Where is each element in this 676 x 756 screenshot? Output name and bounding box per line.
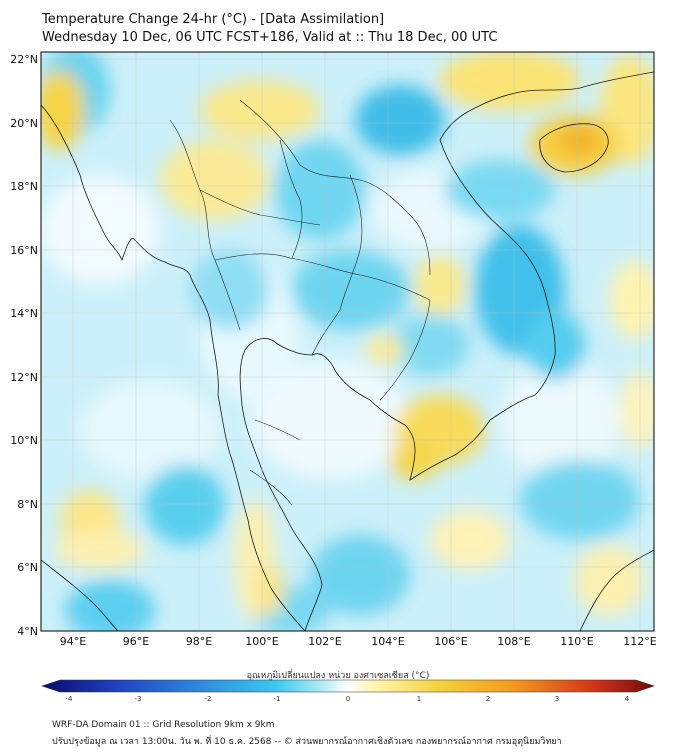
colorbar-ticks: -4 -3 -2 -1 0 1 2 3 4 bbox=[66, 695, 630, 703]
field-blobs bbox=[41, 52, 654, 631]
colorbar-tick: -4 bbox=[66, 695, 74, 703]
lon-label: 96°E bbox=[123, 635, 149, 648]
lat-label: 12°N bbox=[10, 371, 38, 384]
lat-label: 22°N bbox=[10, 53, 38, 66]
colorbar-tick: -1 bbox=[274, 695, 281, 703]
model-info: WRF-DA Domain 01 :: Grid Resolution 9km … bbox=[52, 720, 275, 730]
colorbar-tick: -2 bbox=[205, 695, 212, 703]
lat-label: 8°N bbox=[17, 498, 38, 511]
colorbar-tick: 4 bbox=[625, 695, 630, 703]
colorbar-tick: -3 bbox=[135, 695, 142, 703]
lon-label: 112°E bbox=[623, 635, 656, 648]
map-subtitle: Wednesday 10 Dec, 06 UTC FCST+186, Valid… bbox=[42, 30, 498, 45]
lat-label: 20°N bbox=[10, 117, 38, 130]
borders bbox=[169, 99, 431, 506]
lon-label: 100°E bbox=[245, 635, 278, 648]
temperature-field bbox=[41, 52, 654, 631]
lat-label: 6°N bbox=[17, 561, 38, 574]
lon-label: 108°E bbox=[497, 635, 530, 648]
latitude-labels: 22°N 20°N 18°N 16°N 14°N 12°N 10°N 8°N 6… bbox=[10, 53, 38, 638]
map-frame bbox=[40, 51, 655, 632]
lon-label: 104°E bbox=[371, 635, 404, 648]
lon-label: 94°E bbox=[60, 635, 86, 648]
lon-label: 106°E bbox=[434, 635, 467, 648]
lon-label: 98°E bbox=[186, 635, 212, 648]
longitude-labels: 94°E 96°E 98°E 100°E 102°E 104°E 106°E 1… bbox=[60, 635, 657, 648]
lon-label: 102°E bbox=[308, 635, 341, 648]
colorbar-tick: 2 bbox=[486, 695, 490, 703]
update-credit: ปรับปรุงข้อมูล ณ เวลา 13:00น. วัน พ. ที่… bbox=[52, 737, 562, 747]
lon-label: 110°E bbox=[560, 635, 593, 648]
colorbar-tick: 3 bbox=[555, 695, 559, 703]
lat-label: 18°N bbox=[10, 180, 38, 193]
lat-label: 16°N bbox=[10, 244, 38, 257]
colorbar-label: อุณหภูมิเปลี่ยนแปลง หน่วย องศาเซลเซียส (… bbox=[246, 671, 430, 681]
colorbar-tick: 1 bbox=[417, 695, 421, 703]
colorbar: -4 -3 -2 -1 0 1 2 3 4 bbox=[41, 679, 655, 703]
lat-label: 14°N bbox=[10, 307, 38, 320]
gridlines bbox=[41, 52, 654, 631]
map-title: Temperature Change 24-hr (°C) - [Data As… bbox=[42, 12, 385, 27]
coastlines bbox=[41, 71, 654, 631]
lat-label: 4°N bbox=[17, 625, 38, 638]
lat-label: 10°N bbox=[10, 434, 38, 447]
colorbar-tick: 0 bbox=[346, 695, 350, 703]
colorbar-scale bbox=[41, 679, 655, 693]
